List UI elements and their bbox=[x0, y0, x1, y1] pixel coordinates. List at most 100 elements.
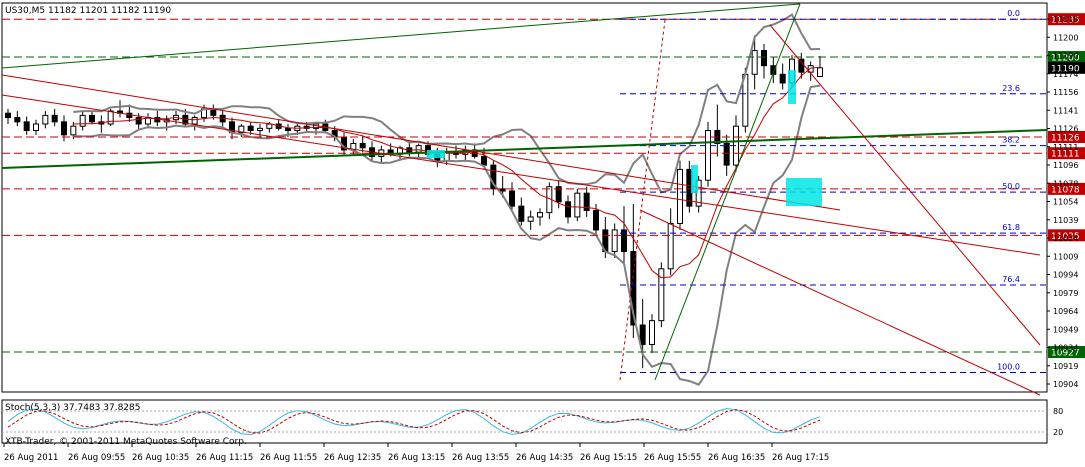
candle-body bbox=[649, 320, 655, 345]
symbol-header: US30,M5 11182 11201 11182 11190 bbox=[5, 6, 171, 16]
level-label-box bbox=[1048, 13, 1085, 26]
candle-body bbox=[285, 127, 291, 132]
price-tick-label: 11156 bbox=[1053, 88, 1078, 97]
candle-body bbox=[70, 125, 77, 136]
price-axis: 1123511200111261111111078110351092711190… bbox=[1047, 13, 1085, 389]
candle-body bbox=[751, 50, 758, 75]
level-label-box bbox=[1048, 147, 1085, 160]
stoch-d-line bbox=[7, 409, 821, 434]
candle-body bbox=[677, 168, 683, 224]
candle-body bbox=[667, 222, 674, 270]
level-label: 11200 bbox=[1051, 54, 1080, 64]
channel-line-2 bbox=[769, 24, 1041, 346]
candle-body bbox=[79, 114, 86, 127]
stoch-tick-label: 20 bbox=[1053, 428, 1063, 437]
candle-body bbox=[527, 216, 534, 222]
highlight-box bbox=[788, 70, 796, 104]
stoch-tick-label: 80 bbox=[1053, 407, 1063, 416]
highlight-box bbox=[786, 178, 822, 206]
fib-label: 100.0 bbox=[997, 363, 1020, 372]
channel-line bbox=[639, 209, 1041, 396]
candle-body bbox=[51, 114, 58, 123]
fib-label: 50.0 bbox=[1002, 182, 1020, 191]
fib-label: 0.0 bbox=[1007, 9, 1020, 18]
current-price-label: 11190 bbox=[1051, 64, 1080, 74]
time-tick-label: 26 Aug 2011 bbox=[4, 453, 58, 463]
level-label: 10927 bbox=[1051, 349, 1080, 359]
stochastic-subwindow: 80 20 bbox=[1, 399, 1063, 444]
fib-diagonal bbox=[619, 19, 666, 381]
candle-body bbox=[23, 121, 30, 132]
candle-body bbox=[695, 179, 702, 207]
level-label: 11035 bbox=[1051, 232, 1080, 242]
fib-label: 76.4 bbox=[1002, 275, 1020, 284]
support-trendline bbox=[1, 129, 1048, 169]
time-tick-label: 26 Aug 17:15 bbox=[772, 453, 829, 463]
candle-body bbox=[639, 324, 646, 345]
highlight-box bbox=[691, 165, 698, 193]
candle-body bbox=[555, 186, 562, 203]
price-tick-label: 11039 bbox=[1053, 216, 1078, 225]
candle-body bbox=[817, 67, 823, 77]
highlight-box bbox=[427, 150, 445, 158]
stoch-header: Stoch(5,3,3) 37.7483 37.8285 bbox=[5, 403, 140, 413]
candle-body bbox=[723, 142, 730, 166]
level-label: 11235 bbox=[1051, 16, 1080, 26]
level-label: 11078 bbox=[1051, 185, 1080, 195]
price-tick-label: 11141 bbox=[1053, 106, 1078, 115]
candle-body bbox=[779, 73, 786, 84]
time-tick-label: 26 Aug 11:15 bbox=[196, 453, 253, 463]
price-tick-label: 10949 bbox=[1053, 325, 1078, 334]
time-tick-label: 26 Aug 15:15 bbox=[580, 453, 637, 463]
fib-label: 23.6 bbox=[1002, 84, 1020, 93]
candle-body bbox=[565, 201, 571, 218]
price-tick-label: 11200 bbox=[1053, 33, 1078, 42]
candle-body bbox=[621, 229, 627, 253]
time-tick-label: 26 Aug 13:15 bbox=[388, 453, 445, 463]
price-tick-label: 11096 bbox=[1053, 161, 1078, 170]
candle-body bbox=[5, 112, 11, 119]
candle-body bbox=[42, 114, 49, 125]
time-tick-label: 26 Aug 11:55 bbox=[260, 453, 317, 463]
current-price-box bbox=[1048, 61, 1085, 74]
candle-body bbox=[359, 142, 366, 149]
candle-body bbox=[499, 188, 506, 192]
price-tick-label: 10919 bbox=[1053, 362, 1078, 371]
upper-band-line bbox=[73, 13, 821, 194]
candle-body bbox=[583, 192, 590, 211]
price-tick-label: 10979 bbox=[1053, 289, 1078, 298]
rally-trendline bbox=[654, 3, 801, 381]
candle-body bbox=[518, 205, 525, 222]
price-tick-label: 11054 bbox=[1053, 198, 1078, 207]
level-label-box bbox=[1048, 182, 1085, 195]
price-tick-label: 10904 bbox=[1053, 380, 1078, 389]
time-tick-label: 26 Aug 15:55 bbox=[644, 453, 701, 463]
level-label: 11126 bbox=[1051, 133, 1080, 143]
candle-body bbox=[611, 229, 618, 253]
copyright-text: XTB-Trader, © 2001-2011 MetaQuotes Softw… bbox=[5, 437, 247, 447]
time-tick-label: 26 Aug 10:35 bbox=[132, 453, 189, 463]
resistance-trendline bbox=[1, 3, 801, 69]
price-plot: 0.0 23.6 38.2 50.0 61.8 76.4 100.0 bbox=[1, 2, 1048, 396]
candle-body bbox=[798, 58, 805, 73]
candle-body bbox=[14, 117, 21, 123]
candle-body bbox=[33, 123, 39, 132]
price-tick-label: 11024 bbox=[1053, 234, 1078, 243]
time-tick-label: 26 Aug 12:35 bbox=[324, 453, 381, 463]
price-tick-label: 11009 bbox=[1053, 252, 1078, 261]
level-label-box bbox=[1048, 130, 1085, 143]
level-label: 11111 bbox=[1051, 150, 1080, 160]
candle-body bbox=[630, 251, 637, 326]
candle-body bbox=[761, 50, 767, 67]
candle-body bbox=[107, 110, 114, 125]
candle-body bbox=[257, 127, 263, 132]
fib-label: 38.2 bbox=[1002, 136, 1020, 145]
price-tick-label: 11126 bbox=[1053, 125, 1078, 134]
candle-body bbox=[807, 65, 814, 73]
candle-body bbox=[135, 117, 142, 125]
candle-body bbox=[238, 125, 245, 134]
price-tick-label: 11111 bbox=[1053, 143, 1078, 152]
price-tick-label: 11078 bbox=[1053, 179, 1078, 188]
level-label-box bbox=[1048, 229, 1085, 242]
